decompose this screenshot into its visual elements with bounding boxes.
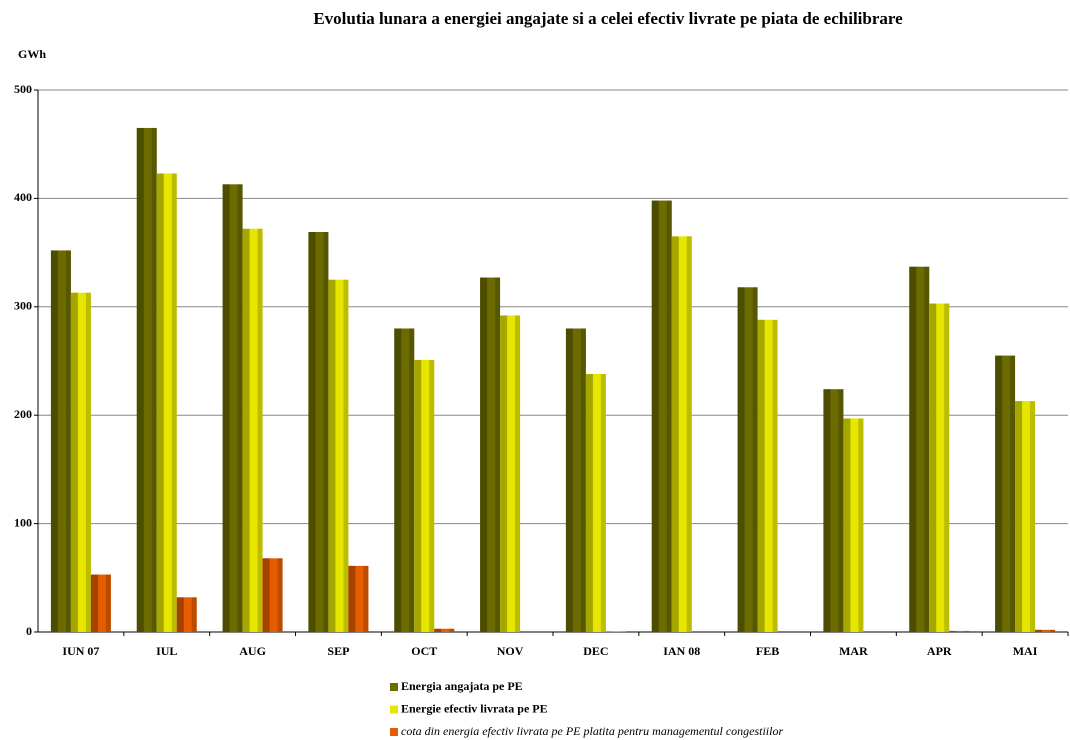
bar xyxy=(222,184,243,633)
y-tick-label: 500 xyxy=(14,82,32,96)
x-tick-label: IUN 07 xyxy=(62,644,99,658)
y-tick-label: 300 xyxy=(14,299,32,313)
bar xyxy=(500,315,521,632)
bar xyxy=(949,630,970,632)
bar xyxy=(909,266,930,632)
legend-label: Energia angajata pe PE xyxy=(401,679,523,693)
y-tick-label: 200 xyxy=(14,407,32,421)
y-tick-label: 400 xyxy=(14,190,32,204)
bar xyxy=(434,628,455,632)
bar xyxy=(1015,401,1036,632)
bar xyxy=(262,558,283,632)
bar xyxy=(394,328,415,632)
y-axis-label: GWh xyxy=(18,47,46,61)
bar xyxy=(565,328,586,632)
bar xyxy=(995,355,1016,632)
bar xyxy=(136,127,157,632)
bar xyxy=(823,389,844,632)
bar xyxy=(929,303,950,632)
x-tick-label: MAI xyxy=(1013,644,1038,658)
legend-swatch xyxy=(390,705,398,714)
y-tick-label: 0 xyxy=(26,624,32,638)
bar xyxy=(671,236,692,632)
x-tick-label: MAR xyxy=(839,644,868,658)
x-tick-label: SEP xyxy=(327,644,349,658)
bar xyxy=(176,597,197,632)
bar xyxy=(651,200,672,632)
y-tick-label: 100 xyxy=(14,515,32,529)
bar xyxy=(308,232,329,632)
chart-title: Evolutia lunara a energiei angajate si a… xyxy=(313,9,903,28)
x-tick-label: OCT xyxy=(411,644,437,658)
x-tick-label: IUL xyxy=(156,644,177,658)
bar xyxy=(242,228,263,632)
x-tick-label: APR xyxy=(927,644,952,658)
legend-label: Energie efectiv livrata pe PE xyxy=(401,701,548,715)
x-tick-label: AUG xyxy=(239,644,266,658)
x-tick-label: IAN 08 xyxy=(663,644,700,658)
bar xyxy=(414,359,435,632)
x-tick-label: DEC xyxy=(583,644,608,658)
legend-swatch xyxy=(390,683,398,691)
bar xyxy=(737,287,758,632)
bar xyxy=(348,565,369,632)
x-tick-label: NOV xyxy=(497,644,524,658)
bar xyxy=(90,574,111,632)
legend-swatch xyxy=(390,728,398,736)
bar xyxy=(843,418,864,632)
bar xyxy=(156,173,177,632)
legend-label: cota din energia efectiv livrata pe PE p… xyxy=(401,724,783,738)
bar xyxy=(50,250,71,632)
bar xyxy=(757,319,778,632)
x-tick-label: FEB xyxy=(756,644,779,658)
bar xyxy=(605,631,626,632)
bar xyxy=(585,374,606,632)
bar xyxy=(1035,629,1056,632)
bar xyxy=(328,279,349,632)
bar xyxy=(70,292,91,632)
bar xyxy=(480,277,501,632)
